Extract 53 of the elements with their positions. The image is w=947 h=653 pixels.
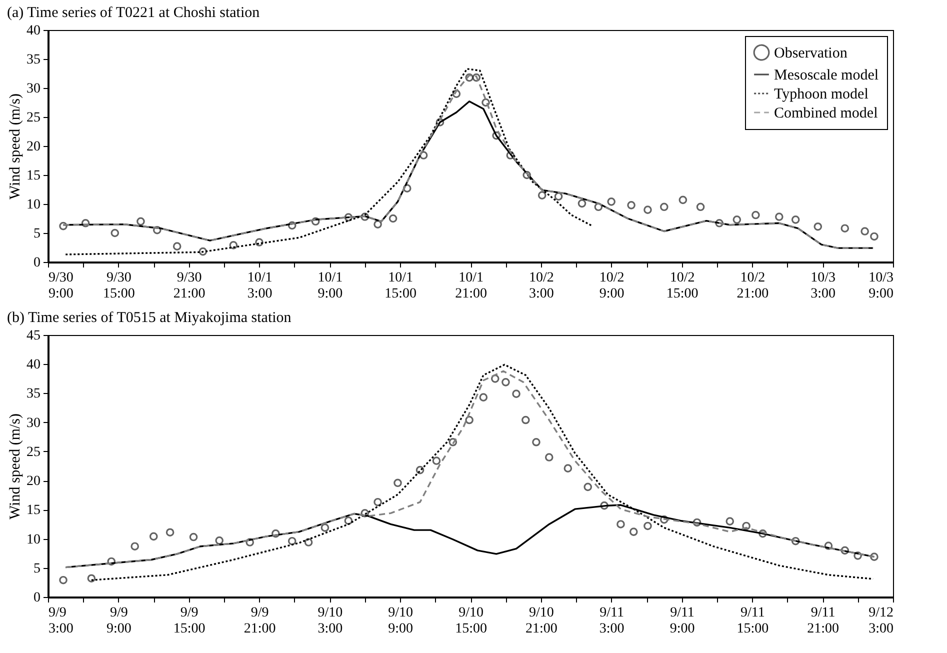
y-tick-label: 45 — [26, 328, 40, 344]
y-axis-title: Wind speed (m/s) — [8, 93, 24, 200]
legend-label: Mesoscale model — [774, 68, 879, 84]
y-tick-label: 0 — [34, 256, 40, 270]
chart-title: (a) Time series of T0221 at Choshi station — [7, 5, 260, 21]
x-tick-label: 10/2 15:00 — [666, 270, 698, 302]
y-tick-label: 5 — [34, 561, 40, 576]
x-tick-label: 9/10 21:00 — [525, 606, 558, 636]
y-tick-label: 5 — [34, 226, 40, 242]
x-tick-label: 9/30 15:00 — [102, 270, 135, 302]
y-tick-label: 20 — [26, 474, 40, 490]
x-tick-label: 10/2 21:00 — [736, 270, 769, 302]
x-tick-label: 10/1 15:00 — [384, 270, 417, 302]
x-tick-label: 10/1 21:00 — [455, 270, 487, 302]
x-tick-label: 10/2 9:00 — [599, 270, 624, 302]
chart-title: (b) Time series of T0515 at Miyakojima station — [7, 310, 292, 326]
legend-label: Typhoon model — [774, 86, 868, 102]
x-tick-label: 9/30 21:00 — [173, 270, 206, 302]
y-tick-label: 25 — [26, 110, 40, 126]
x-tick-label: 9/11 9:00 — [670, 606, 695, 636]
y-tick-label: 15 — [26, 168, 40, 184]
x-tick-label: 10/1 3:00 — [247, 270, 272, 302]
y-tick-label: 30 — [26, 416, 40, 431]
y-tick-label: 35 — [26, 386, 40, 402]
y-tick-label: 10 — [26, 532, 40, 548]
y-tick-label: 10 — [26, 198, 40, 212]
x-tick-label: 9/12 3:00 — [868, 606, 894, 636]
x-tick-label: 9/10 9:00 — [388, 606, 414, 636]
x-tick-label: 10/3 9:00 — [868, 270, 894, 302]
x-tick-label: 9/11 15:00 — [736, 606, 769, 636]
legend-label: Combined model — [774, 106, 878, 122]
x-tick-label: 9/9 15:00 — [173, 606, 206, 636]
x-tick-label: 9/10 15:00 — [455, 606, 487, 636]
legend-label: Observation — [774, 46, 848, 62]
y-tick-label: 40 — [26, 24, 40, 38]
x-tick-label: 10/2 3:00 — [528, 270, 554, 302]
y-tick-label: 15 — [26, 503, 40, 518]
x-tick-label: 10/1 9:00 — [318, 270, 343, 302]
x-tick-label: 10/3 3:00 — [810, 270, 836, 302]
y-tick-label: 25 — [26, 444, 40, 460]
x-tick-label: 9/11 3:00 — [599, 606, 624, 636]
y-tick-label: 40 — [26, 358, 40, 373]
y-axis-title: Wind speed (m/s) — [8, 413, 24, 520]
y-tick-label: 35 — [26, 52, 40, 68]
x-tick-label: 9/9 3:00 — [48, 606, 74, 636]
y-tick-label: 30 — [26, 82, 40, 96]
x-tick-label: 9/9 21:00 — [244, 606, 276, 636]
x-tick-label: 9/9 9:00 — [106, 606, 132, 636]
x-tick-label: 9/30 9:00 — [48, 270, 74, 302]
x-tick-label: 9/11 21:00 — [807, 606, 840, 636]
y-tick-label: 0 — [34, 590, 40, 606]
y-tick-label: 20 — [26, 140, 40, 154]
x-tick-label: 9/10 3:00 — [318, 606, 343, 636]
